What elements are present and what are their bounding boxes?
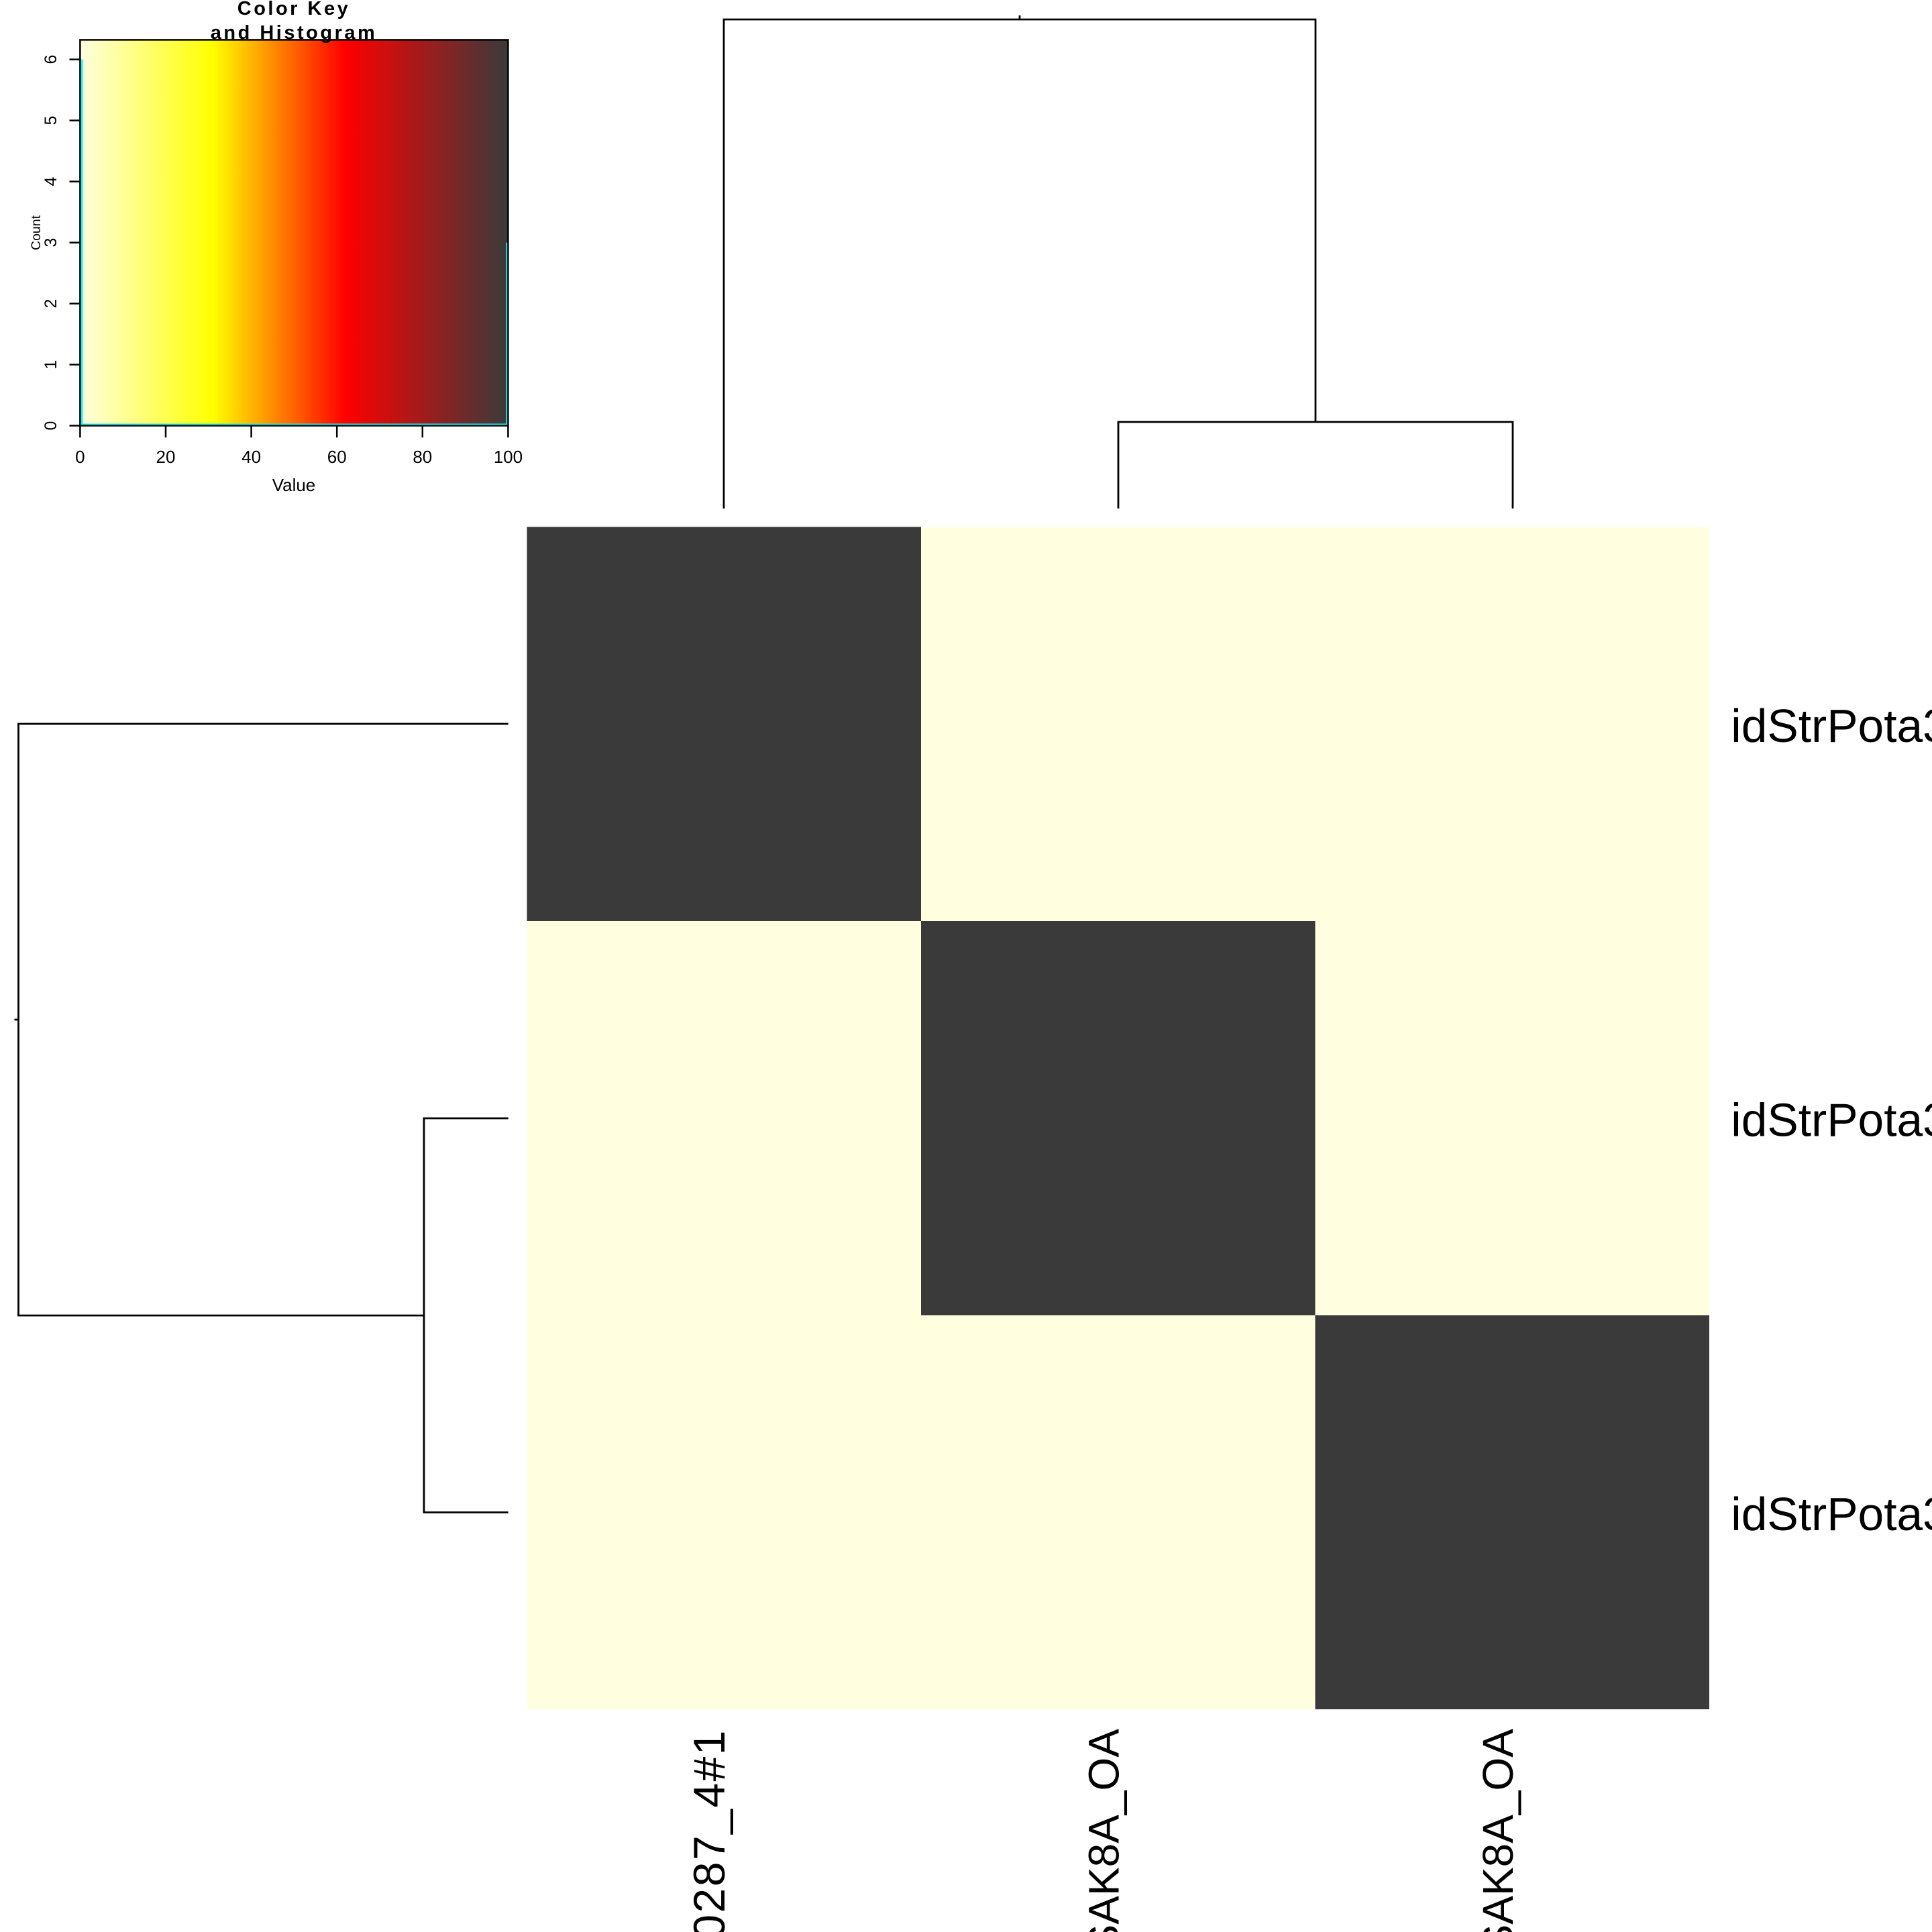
svg-text:SAK8A_OA: SAK8A_OA bbox=[1080, 1729, 1128, 1932]
svg-text:1: 1 bbox=[42, 360, 60, 370]
svg-text:6: 6 bbox=[42, 55, 60, 64]
svg-text:idStrPota3: idStrPota3 bbox=[1731, 1488, 1932, 1540]
svg-text:0: 0 bbox=[75, 447, 85, 467]
svg-text:SAK8A_OA: SAK8A_OA bbox=[1474, 1729, 1522, 1932]
svg-text:Count: Count bbox=[29, 215, 44, 250]
svg-text:60: 60 bbox=[327, 447, 347, 467]
svg-text:80: 80 bbox=[413, 447, 432, 467]
svg-text:and Histogram: and Histogram bbox=[211, 22, 378, 44]
svg-text:3: 3 bbox=[42, 238, 60, 248]
svg-text:100: 100 bbox=[494, 447, 523, 467]
svg-text:2: 2 bbox=[42, 299, 60, 309]
svg-text:Value: Value bbox=[272, 475, 316, 495]
svg-text:0: 0 bbox=[42, 421, 60, 431]
svg-text:idStrPota3: idStrPota3 bbox=[1731, 700, 1932, 752]
svg-text:5: 5 bbox=[42, 116, 60, 125]
svg-text:20: 20 bbox=[156, 447, 176, 467]
svg-text:Color Key: Color Key bbox=[237, 0, 350, 19]
svg-text:4: 4 bbox=[42, 177, 60, 186]
svg-text:40: 40 bbox=[241, 447, 261, 467]
svg-text:idStrPota3: idStrPota3 bbox=[1731, 1094, 1932, 1146]
svg-text:0287_4#1: 0287_4#1 bbox=[684, 1729, 734, 1932]
